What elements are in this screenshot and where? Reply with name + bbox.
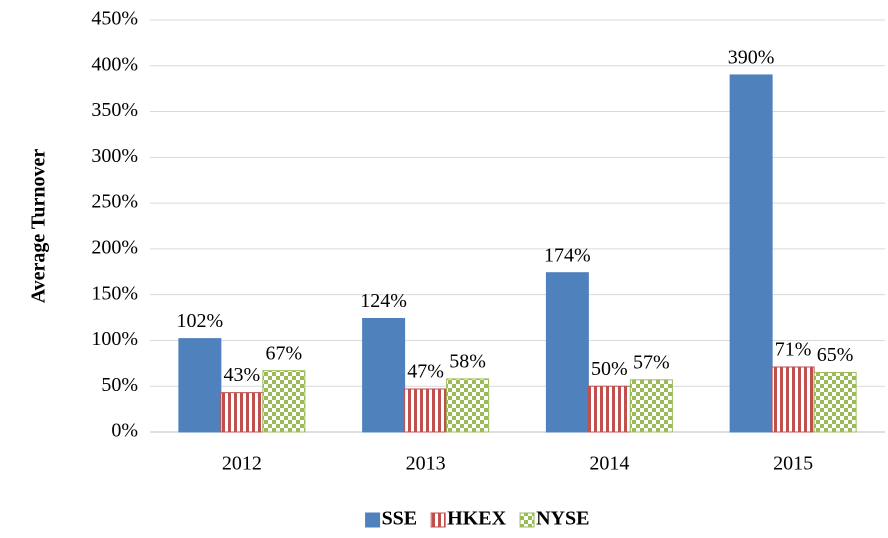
data-label: 57%	[633, 351, 670, 373]
data-label: 65%	[817, 344, 854, 366]
x-tick-label: 2015	[773, 453, 813, 475]
data-label: 67%	[266, 342, 303, 364]
x-tick-label: 2012	[222, 453, 262, 475]
bar	[771, 366, 815, 433]
bar	[729, 74, 773, 433]
bar	[629, 379, 673, 433]
y-tick-label: 0%	[111, 420, 138, 442]
bar	[178, 338, 222, 433]
data-label: 174%	[544, 244, 591, 266]
bar	[446, 378, 490, 433]
data-label: 102%	[177, 310, 224, 332]
data-label: 58%	[449, 350, 486, 372]
legend-text: HKEX	[447, 508, 506, 530]
y-tick-label: 100%	[91, 328, 138, 350]
bar	[545, 272, 589, 433]
y-axis-title: Average Turnover	[28, 149, 50, 304]
y-tick-label: 400%	[91, 53, 138, 75]
data-label: 71%	[775, 339, 812, 361]
data-label: 124%	[360, 290, 407, 312]
bar	[220, 392, 264, 433]
y-tick-label: 350%	[91, 99, 138, 121]
y-tick-label: 250%	[91, 191, 138, 213]
y-tick-label: 50%	[101, 374, 138, 396]
legend-text: NYSE	[536, 508, 589, 530]
bar	[362, 317, 406, 433]
y-tick-label: 300%	[91, 145, 138, 167]
bar	[587, 385, 631, 433]
data-label: 47%	[407, 361, 444, 383]
x-tick-label: 2014	[589, 453, 629, 475]
data-label: 43%	[224, 364, 261, 386]
legend-text: SSE	[382, 508, 418, 530]
x-tick-label: 2013	[406, 453, 446, 475]
y-tick-label: 450%	[91, 8, 138, 30]
legend-swatch	[430, 512, 446, 528]
bar	[262, 370, 306, 433]
bar	[813, 371, 857, 433]
legend-swatch	[519, 512, 535, 528]
data-label: 390%	[728, 47, 775, 69]
bar	[404, 388, 448, 433]
y-tick-label: 150%	[91, 282, 138, 304]
y-tick-label: 200%	[91, 236, 138, 258]
legend-swatch	[365, 512, 381, 528]
data-label: 50%	[591, 358, 628, 380]
